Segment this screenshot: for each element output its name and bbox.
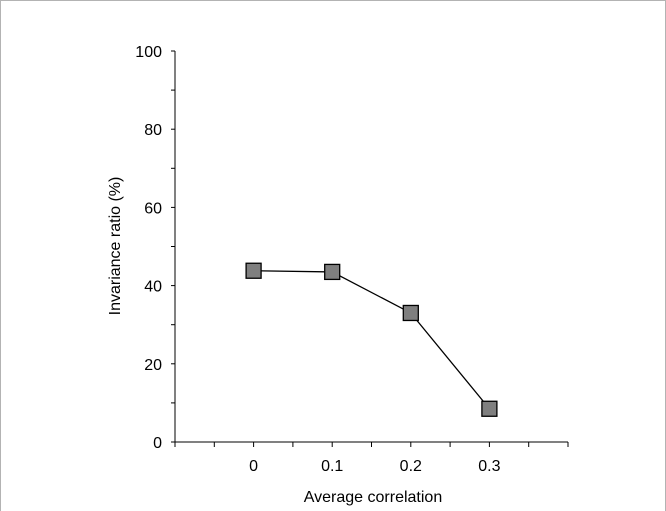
y-tick-label: 100 <box>135 44 162 61</box>
y-axis-title: Invariance ratio (%) <box>107 177 124 316</box>
x-tick-label: 0.2 <box>400 458 422 475</box>
x-tick-label: 0 <box>249 458 258 475</box>
series-line <box>253 270 490 410</box>
x-tick-label: 0.3 <box>478 458 500 475</box>
y-tick-label: 40 <box>144 279 162 296</box>
y-tick-label: 0 <box>153 435 162 452</box>
series-group <box>245 262 498 417</box>
y-ticks: 0 20 40 60 80 100 <box>135 44 175 452</box>
x-axis-title: Average correlation <box>304 489 442 506</box>
data-point-marker <box>245 262 262 279</box>
data-point-marker <box>324 263 341 281</box>
x-ticks: 0 0.1 0.2 0.3 <box>174 442 569 475</box>
y-tick-label: 60 <box>144 200 162 217</box>
data-point-marker <box>402 304 419 322</box>
y-tick-label: 80 <box>144 122 162 139</box>
data-point-marker <box>481 400 498 417</box>
y-tick-label: 20 <box>144 357 162 374</box>
x-tick-label: 0.1 <box>321 458 343 475</box>
